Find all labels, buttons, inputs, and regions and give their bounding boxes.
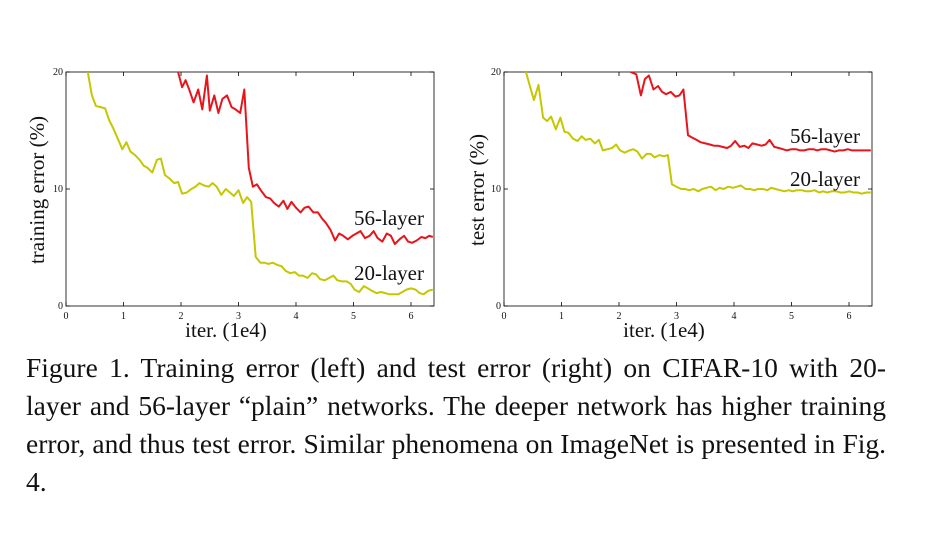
x-tick-label: 0 <box>502 311 507 322</box>
series-label: 56-layer <box>790 124 860 148</box>
y-tick-label: 20 <box>53 67 63 78</box>
y-axis-label: training error (%) <box>25 116 49 264</box>
x-tick-label: 1 <box>121 311 126 322</box>
training-error-chart: 0 1 2 3 4 5 6 0 10 20 iter. (1e4) training error (%… <box>25 67 435 342</box>
x-axis-label: iter. (1e4) <box>623 318 705 342</box>
x-axis-label: iter. (1e4) <box>185 318 267 342</box>
x-tick-label: 1 <box>559 311 564 322</box>
series-label: 20-layer <box>790 167 860 191</box>
y-tick-label: 10 <box>53 184 63 195</box>
test-error-chart: 0 1 2 3 4 5 6 0 10 20 iter. (1e4) test error (%) 56-… <box>465 67 873 342</box>
x-tick-label: 2 <box>179 311 184 322</box>
x-tick-label: 4 <box>294 311 299 322</box>
y-tick-label: 10 <box>491 184 501 195</box>
series-label: 56-layer <box>354 206 424 230</box>
x-tick-label: 2 <box>617 311 622 322</box>
figure-caption: Figure 1. Training error (left) and test… <box>26 352 886 497</box>
x-tick-label: 6 <box>847 311 852 322</box>
y-tick-label: 20 <box>491 67 501 78</box>
series-line-56-layer <box>177 71 434 245</box>
y-tick-label: 0 <box>58 301 63 312</box>
x-tick-label: 5 <box>351 311 356 322</box>
series-line-20-layer <box>86 71 434 296</box>
y-axis-label: test error (%) <box>465 134 489 246</box>
x-tick-label: 5 <box>789 311 794 322</box>
x-tick-label: 3 <box>236 311 241 322</box>
x-tick-label: 6 <box>409 311 414 322</box>
series-line-56-layer <box>630 71 871 153</box>
series-label: 20-layer <box>354 261 424 285</box>
x-tick-label: 0 <box>64 311 69 322</box>
x-tick-label: 3 <box>674 311 679 322</box>
x-tick-label: 4 <box>732 311 737 322</box>
y-tick-label: 0 <box>496 301 501 312</box>
series-line-20-layer <box>524 71 871 195</box>
